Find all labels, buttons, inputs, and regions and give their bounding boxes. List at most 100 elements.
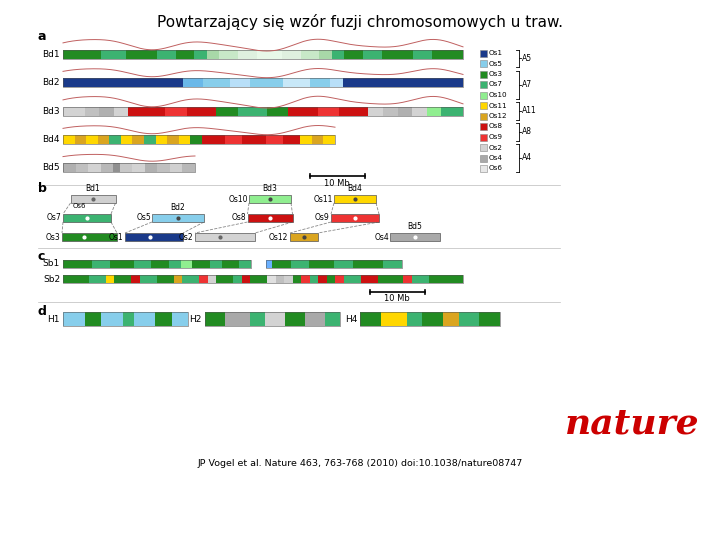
Bar (225, 135, 243, 144)
Bar (205, 312, 340, 326)
Bar (344, 275, 361, 283)
Bar (195, 233, 255, 241)
Bar (332, 50, 344, 59)
Text: Os6: Os6 (73, 203, 86, 209)
Bar (381, 312, 407, 326)
Bar (63, 135, 75, 144)
Bar (378, 275, 403, 283)
Bar (250, 78, 283, 87)
Bar (183, 78, 203, 87)
Bar (190, 135, 202, 144)
Text: Os12: Os12 (488, 113, 507, 119)
Bar (283, 135, 300, 144)
Text: Bd3: Bd3 (263, 184, 277, 193)
Bar (267, 275, 276, 283)
Bar (369, 78, 423, 87)
Bar (323, 135, 335, 144)
Bar (282, 50, 300, 59)
Bar (250, 312, 265, 326)
Bar (230, 78, 250, 87)
Bar (174, 275, 182, 283)
Bar (179, 135, 190, 144)
Bar (480, 154, 487, 161)
Text: Sb2: Sb2 (43, 274, 60, 284)
Bar (300, 135, 312, 144)
Text: A7: A7 (522, 80, 532, 89)
Bar (144, 135, 156, 144)
Bar (216, 275, 233, 283)
Text: Bd2: Bd2 (42, 78, 60, 87)
Bar (327, 275, 336, 283)
Bar (293, 275, 301, 283)
Bar (63, 275, 89, 283)
Text: H2: H2 (189, 314, 202, 323)
Bar (233, 275, 242, 283)
Bar (113, 163, 120, 172)
Text: Os2: Os2 (179, 233, 193, 241)
Bar (266, 107, 289, 116)
Bar (305, 312, 325, 326)
Bar (300, 50, 319, 59)
Bar (301, 275, 310, 283)
Bar (384, 260, 402, 268)
Bar (265, 312, 285, 326)
Bar (343, 78, 369, 87)
Bar (63, 135, 335, 144)
Bar (125, 233, 183, 241)
Bar (441, 107, 463, 116)
Bar (207, 275, 216, 283)
Bar (248, 214, 293, 222)
Bar (423, 78, 463, 87)
Bar (427, 107, 441, 116)
Bar (134, 312, 156, 326)
Bar (422, 312, 443, 326)
Bar (480, 312, 500, 326)
Bar (202, 135, 225, 144)
Bar (310, 275, 318, 283)
Text: Sb1: Sb1 (42, 260, 60, 268)
Bar (170, 163, 182, 172)
Bar (63, 107, 463, 116)
Bar (330, 78, 343, 87)
Bar (133, 260, 151, 268)
Bar (480, 50, 487, 57)
Bar (176, 50, 194, 59)
Bar (71, 195, 116, 203)
Bar (182, 163, 195, 172)
Bar (243, 135, 266, 144)
Text: Bd5: Bd5 (42, 163, 60, 172)
Bar (199, 275, 207, 283)
Bar (407, 312, 422, 326)
Bar (63, 163, 195, 172)
Bar (186, 107, 216, 116)
Text: 10 Mb: 10 Mb (324, 179, 350, 188)
Bar (312, 135, 323, 144)
Bar (106, 275, 114, 283)
Bar (412, 275, 429, 283)
Bar (156, 135, 167, 144)
Text: Bd4: Bd4 (348, 184, 362, 193)
Text: H1: H1 (48, 314, 60, 323)
Bar (360, 312, 500, 326)
Text: Os7: Os7 (46, 213, 61, 222)
Bar (205, 312, 225, 326)
Bar (125, 50, 157, 59)
Bar (63, 78, 143, 87)
Bar (369, 107, 383, 116)
Text: Os6: Os6 (488, 165, 503, 172)
Bar (63, 163, 76, 172)
Bar (143, 78, 183, 87)
Bar (140, 275, 157, 283)
Bar (285, 312, 305, 326)
Text: Os1: Os1 (488, 50, 503, 56)
Bar (210, 260, 222, 268)
Bar (157, 50, 176, 59)
Bar (63, 260, 92, 268)
Bar (238, 50, 257, 59)
Text: Os3: Os3 (45, 233, 60, 241)
Bar (63, 312, 85, 326)
Bar (75, 135, 86, 144)
Bar (89, 275, 106, 283)
Bar (318, 107, 339, 116)
Text: A8: A8 (522, 127, 532, 136)
